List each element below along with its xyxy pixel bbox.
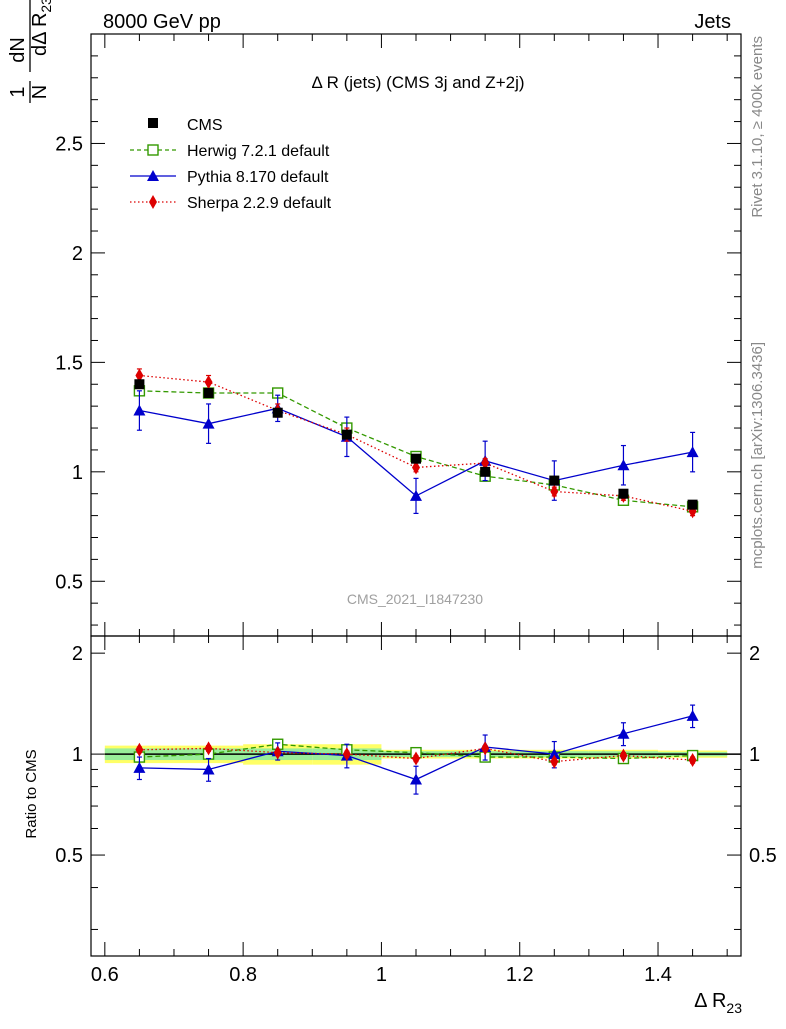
legend-marker-pythia <box>147 170 159 181</box>
ratio-point-pythia <box>548 748 561 760</box>
ratio-point-sherpa <box>550 754 559 769</box>
x-tick-label: 1 <box>376 964 387 986</box>
ratio-y-tick-label-right: 0.5 <box>749 845 777 867</box>
ratio-plot-frame <box>90 635 742 957</box>
ratio-axis-ticks: 0.5 0.5 1 1 2 2 0.6 0.8 1 1.2 1.4 <box>55 636 777 986</box>
ratio-y-axis-label: Ratio to CMS <box>23 749 40 838</box>
main-point-pythia <box>686 446 699 458</box>
main-y-tick-label: 1.5 <box>55 352 83 374</box>
main-y-axis-label: 1 N dN dΔ R23 <box>7 0 54 103</box>
svg-text:N: N <box>29 85 51 99</box>
main-point-pythia <box>410 489 422 501</box>
ratio-y-tick-label-right: 1 <box>749 744 760 766</box>
x-tick-label: 0.8 <box>229 964 257 986</box>
main-y-tick-label: 1 <box>72 462 83 484</box>
main-point-pythia <box>202 417 215 429</box>
ratio-series-layer <box>133 704 699 795</box>
legend-marker-sherpa <box>149 195 157 209</box>
ratio-y-tick-label-right: 2 <box>749 643 760 665</box>
energy-label: 8000 GeV pp <box>103 11 221 33</box>
legend: CMS Herwig 7.2.1 default Pythia 8.170 de… <box>130 117 332 212</box>
main-series-pythia <box>133 390 699 515</box>
main-point-sherpa <box>481 456 490 471</box>
svg-text:dΔ R23: dΔ R23 <box>29 0 54 56</box>
ratio-line-herwig <box>139 743 693 760</box>
legend-marker-cms <box>148 118 158 128</box>
legend-label-cms: CMS <box>187 117 223 134</box>
main-point-cms <box>549 475 560 486</box>
ratio-point-pythia <box>202 763 215 775</box>
legend-entry-herwig: Herwig 7.2.1 default <box>130 143 330 160</box>
ratio-point-pythia <box>133 761 146 773</box>
legend-entry-cms: CMS <box>148 117 223 134</box>
category-label: Jets <box>694 11 731 33</box>
ratio-point-sherpa <box>135 742 144 757</box>
ratio-point-sherpa <box>204 741 213 756</box>
main-line-sherpa <box>139 374 693 512</box>
main-point-sherpa <box>204 375 213 390</box>
main-point-sherpa <box>550 484 559 499</box>
main-axis-ticks: 0.5 1 1.5 2 2.5 <box>55 34 741 636</box>
legend-marker-herwig <box>147 144 159 156</box>
ratio-point-sherpa <box>481 741 490 756</box>
ratio-point-pythia <box>617 727 630 739</box>
ratio-point-sherpa <box>273 745 282 760</box>
ratio-y-tick-label: 0.5 <box>55 845 83 867</box>
main-point-pythia <box>617 459 630 471</box>
analysis-watermark: CMS_2021_I1847230 <box>347 591 483 607</box>
main-point-sherpa <box>135 368 144 383</box>
svg-text:1: 1 <box>7 86 29 97</box>
main-series-layer <box>133 368 699 519</box>
x-axis-label: Δ R23 <box>694 990 742 1016</box>
main-point-cms <box>341 429 352 440</box>
plot-title: Δ R (jets) (CMS 3j and Z+2j) <box>311 73 524 92</box>
ratio-point-pythia <box>410 773 422 785</box>
main-point-sherpa <box>412 460 420 475</box>
ratio-y-tick-label: 1 <box>72 744 83 766</box>
mcplots-label: mcplots.cern.ch [arXiv:1306.3436] <box>749 342 766 569</box>
ratio-point-pythia <box>686 709 699 721</box>
main-series-cms <box>134 379 698 510</box>
main-point-cms <box>687 499 698 510</box>
ratio-point-sherpa <box>688 753 697 768</box>
main-y-tick-label: 2.5 <box>55 133 83 155</box>
legend-label-pythia: Pythia 8.170 default <box>187 169 329 186</box>
ratio-point-sherpa <box>619 748 628 763</box>
main-point-cms <box>480 466 491 477</box>
legend-entry-sherpa: Sherpa 2.2.9 default <box>130 195 332 212</box>
ratio-point-sherpa <box>412 751 420 766</box>
legend-entry-pythia: Pythia 8.170 default <box>130 169 329 186</box>
x-tick-label: 0.6 <box>91 964 119 986</box>
rivet-label: Rivet 3.1.10, ≥ 400k events <box>749 36 766 218</box>
main-point-cms <box>411 453 421 464</box>
ratio-point-sherpa <box>342 747 351 762</box>
ratio-series-sherpa <box>135 741 697 769</box>
main-y-tick-label: 2 <box>72 243 83 265</box>
svg-text:dN: dN <box>7 37 29 63</box>
main-y-tick-label: 0.5 <box>55 571 83 593</box>
main-point-cms <box>134 379 145 390</box>
x-tick-label: 1.4 <box>644 964 672 986</box>
legend-label-herwig: Herwig 7.2.1 default <box>187 143 330 160</box>
x-tick-label: 1.2 <box>506 964 534 986</box>
main-point-cms <box>203 388 214 399</box>
main-point-cms <box>618 488 629 499</box>
ratio-y-tick-label: 2 <box>72 643 83 665</box>
main-point-cms <box>272 407 283 418</box>
main-point-pythia <box>133 404 146 416</box>
legend-label-sherpa: Sherpa 2.2.9 default <box>187 195 332 212</box>
